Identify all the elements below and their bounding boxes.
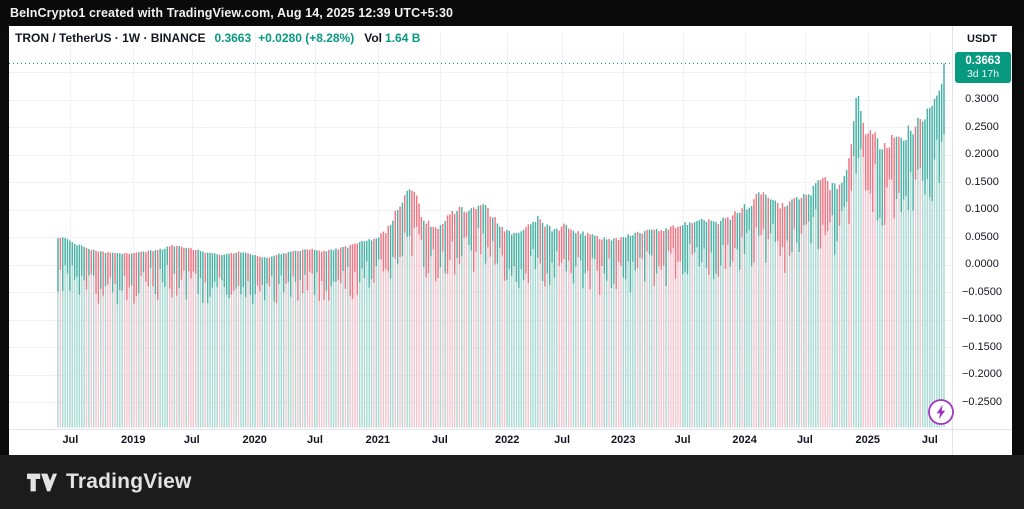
- time-tick-label: Jul: [674, 434, 691, 446]
- time-tick-label: 2024: [732, 434, 757, 446]
- time-tick-label: Jul: [306, 434, 323, 446]
- time-tick-label: 2019: [121, 434, 146, 446]
- time-tick-label: 2025: [855, 434, 881, 446]
- boost-lightning-icon[interactable]: [927, 398, 955, 426]
- bar-countdown: 3d 17h: [966, 68, 1000, 80]
- time-tick-label: Jul: [796, 434, 813, 446]
- price-tick-label: −0.1000: [961, 313, 1003, 326]
- price-axis-currency-label: USDT: [967, 33, 997, 45]
- price-tick-label: 0.3000: [965, 93, 999, 106]
- current-price-value: 0.3663: [965, 55, 1001, 67]
- price-tick-label: 0.0000: [965, 258, 999, 271]
- last-price-value: 0.3663: [214, 31, 252, 45]
- time-tick-label: 2023: [611, 434, 636, 446]
- time-tick-label: Jul: [921, 434, 938, 446]
- price-change-value: +0.0280 (+8.28%): [258, 31, 355, 45]
- time-tick-label: Jul: [62, 434, 79, 446]
- price-tick-label: −0.1500: [961, 340, 1003, 353]
- time-tick-label: Jul: [554, 434, 571, 446]
- price-tick-label: 0.2000: [965, 148, 999, 161]
- tradingview-wordmark: TradingView: [66, 470, 192, 493]
- current-price-badge: 0.3663 3d 17h: [955, 52, 1011, 83]
- tradingview-logo-icon: [27, 473, 57, 492]
- volume-value: 1.64 B: [385, 31, 421, 45]
- price-tick-label: 0.2500: [965, 120, 999, 133]
- volume-label: Vol: [364, 31, 383, 45]
- symbol-title[interactable]: TRON / TetherUS · 1W · BINANCE: [15, 31, 206, 45]
- time-tick-label: Jul: [183, 434, 200, 446]
- footer-bar: TradingView: [0, 455, 1024, 509]
- tradingview-link[interactable]: TradingView: [27, 470, 192, 494]
- price-tick-label: −0.2000: [961, 368, 1003, 381]
- time-tick-label: Jul: [431, 434, 448, 446]
- price-tick-label: −0.2500: [961, 395, 1003, 408]
- price-tick-label: 0.1500: [965, 175, 999, 188]
- time-tick-label: 2021: [365, 434, 391, 446]
- price-tick-label: 0.1000: [965, 203, 999, 216]
- price-tick-label: 0.0500: [965, 230, 999, 243]
- time-tick-label: 2022: [494, 434, 520, 446]
- time-tick-label: 2020: [242, 434, 267, 446]
- symbol-legend: TRON / TetherUS · 1W · BINANCE 0.3663 +0…: [15, 31, 420, 47]
- price-tick-label: −0.0500: [961, 285, 1003, 298]
